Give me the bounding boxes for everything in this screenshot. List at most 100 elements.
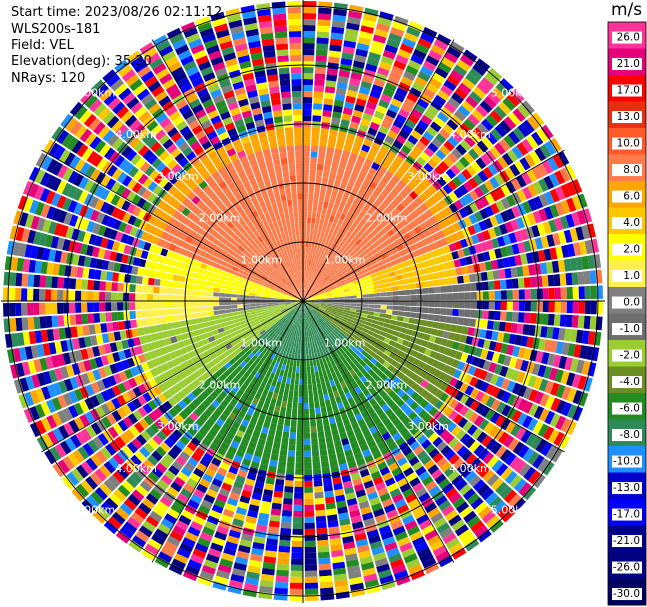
range-gate (391, 315, 398, 321)
range-gate (311, 450, 320, 457)
range-gate (231, 286, 239, 291)
range-gate (396, 244, 405, 252)
range-gate (303, 205, 308, 212)
range-gate (410, 306, 417, 313)
range-gate (291, 540, 303, 547)
range-gate (396, 257, 404, 264)
range-gate (458, 208, 469, 219)
range-gate (311, 378, 317, 385)
range-gate (582, 208, 593, 223)
range-gate (117, 292, 124, 301)
range-gate (219, 297, 226, 301)
range-gate (339, 64, 352, 72)
range-gate (335, 281, 342, 287)
range-gate (177, 282, 185, 289)
range-gate (231, 304, 238, 309)
range-gate (380, 287, 387, 293)
range-gate (203, 321, 211, 328)
range-gate (362, 307, 369, 311)
range-gate (386, 309, 393, 315)
range-gate (324, 239, 330, 246)
range-gate (361, 164, 371, 173)
range-gate (500, 301, 507, 311)
range-gate (408, 113, 420, 125)
range-gate (468, 68, 483, 81)
range-gate (423, 188, 433, 199)
range-gate (261, 301, 267, 304)
range-gate (426, 273, 434, 281)
range-gate (405, 265, 413, 273)
range-gate (308, 187, 315, 194)
range-gate (440, 84, 454, 97)
range-gate (130, 319, 138, 329)
range-gate (329, 171, 337, 180)
range-gate (462, 247, 471, 257)
range-gate (307, 292, 312, 297)
range-gate (220, 313, 227, 319)
range-gate (512, 301, 519, 311)
range-gate (346, 22, 360, 31)
range-gate (294, 486, 303, 493)
range-gate (420, 32, 435, 44)
range-gate (209, 276, 216, 283)
range-gate (15, 272, 23, 287)
range-gate (417, 262, 425, 270)
range-gate (461, 168, 472, 180)
range-gate (306, 360, 310, 367)
range-gate (332, 291, 339, 295)
range-gate (261, 303, 268, 306)
range-gate (315, 377, 321, 384)
range-gate (340, 181, 348, 189)
range-gate (454, 109, 467, 122)
range-gate (514, 230, 523, 242)
range-gate (344, 138, 354, 147)
range-gate (293, 504, 303, 511)
range-gate (315, 407, 321, 415)
range-gate (325, 276, 331, 282)
range-gate (540, 235, 550, 249)
range-gate (387, 179, 397, 189)
range-gate (171, 288, 178, 295)
range-gate (451, 148, 463, 160)
range-gate (346, 196, 354, 205)
range-gate (362, 304, 369, 308)
range-gate (401, 103, 413, 114)
range-gate (225, 305, 232, 310)
range-gate (518, 289, 525, 300)
range-gate (439, 144, 451, 156)
range-gate (417, 71, 431, 82)
range-gate (549, 188, 560, 203)
range-gate (390, 234, 399, 242)
range-gate (303, 217, 307, 224)
range-gate (415, 43, 430, 55)
range-gate (318, 269, 323, 276)
range-gate (536, 163, 548, 177)
range-gate (314, 67, 326, 75)
range-gate (407, 271, 415, 278)
range-gate (117, 311, 124, 321)
range-gate (413, 186, 423, 196)
range-gate (378, 180, 387, 189)
range-gate (165, 294, 172, 301)
range-gate (516, 189, 527, 202)
range-gate (314, 293, 320, 297)
range-gate (566, 301, 573, 314)
range-gate (112, 272, 120, 282)
range-gate (278, 388, 285, 395)
range-gate (371, 212, 379, 221)
range-gate (271, 502, 282, 510)
range-gate (281, 437, 289, 445)
range-gate (219, 301, 226, 306)
range-gate (352, 228, 360, 236)
range-gate (325, 436, 333, 444)
range-gate (423, 88, 436, 99)
range-gate (311, 273, 315, 279)
range-gate (356, 42, 370, 52)
range-gate (314, 294, 321, 298)
range-gate (304, 283, 306, 290)
range-gate (523, 312, 531, 324)
range-gate (326, 146, 335, 155)
range-gate (437, 89, 450, 101)
range-gate (282, 395, 288, 402)
range-gate (348, 225, 356, 233)
